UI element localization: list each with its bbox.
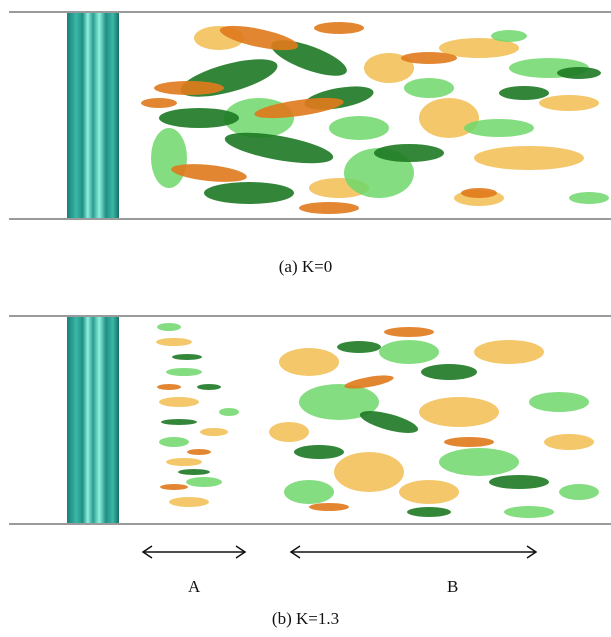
vortex-isosurfaces — [141, 22, 609, 214]
caption-panel-b: (b) K=1.3 — [271, 609, 340, 628]
panel-a-flow-visualization — [9, 8, 611, 223]
vortex-isosurfaces — [156, 323, 599, 518]
region-label-b: B — [447, 577, 459, 596]
region-label-a: A — [188, 577, 201, 596]
region-arrows — [141, 545, 538, 559]
caption-panel-a: (a) K=0 — [278, 257, 333, 276]
panel-b-flow-visualization — [9, 312, 611, 528]
cylinder-array — [67, 317, 119, 523]
cylinder-array — [67, 13, 119, 218]
